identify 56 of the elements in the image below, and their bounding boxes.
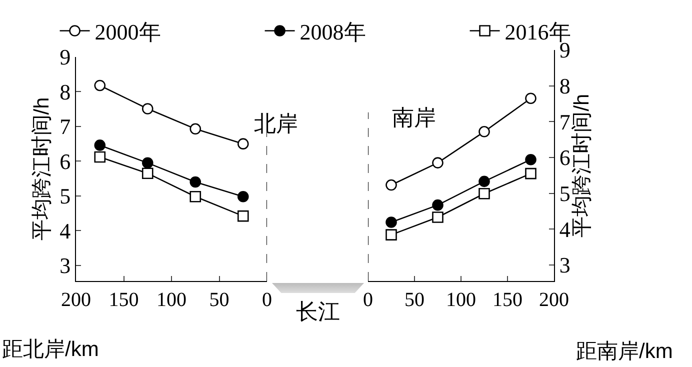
y-tick-label: 8 <box>60 79 71 104</box>
point <box>142 103 154 114</box>
y-tick-label: 8 <box>559 74 570 99</box>
x-axis-title: 距南岸/km <box>576 340 673 363</box>
annotation: 北岸 <box>254 111 298 136</box>
point <box>432 157 444 168</box>
y-axis-title: 平均跨江时间/h <box>570 94 594 238</box>
text: 长江 <box>296 299 340 324</box>
point <box>432 212 444 223</box>
legend-label: 2008年 <box>300 19 366 44</box>
point <box>478 176 490 188</box>
x-tick-label: 150 <box>108 289 139 311</box>
annotation: 南岸 <box>392 105 436 130</box>
y-axis-title: 平均跨江时间/h <box>30 97 54 241</box>
legend-label: 2000年 <box>94 19 161 44</box>
point <box>237 138 249 150</box>
y-tick-label: 6 <box>60 148 71 174</box>
x-tick-label: 100 <box>446 289 476 311</box>
y-tick-label: 7 <box>559 109 570 134</box>
point <box>142 157 154 169</box>
y-tick-label: 7 <box>60 114 71 140</box>
point <box>190 176 202 188</box>
point <box>237 210 249 222</box>
y-tick-label: 5 <box>559 180 570 206</box>
x-tick-label: 200 <box>61 289 91 311</box>
x-tick-label: 100 <box>156 289 186 311</box>
point <box>386 229 397 240</box>
point <box>525 154 536 166</box>
point <box>478 188 490 200</box>
y-tick-label: 3 <box>559 252 570 278</box>
point <box>190 123 202 135</box>
point <box>94 151 106 163</box>
y-tick-label: 4 <box>559 216 570 242</box>
point <box>237 190 249 202</box>
point <box>190 190 202 202</box>
y-tick-label: 5 <box>60 184 71 209</box>
x-tick-label: 200 <box>539 289 569 311</box>
point <box>94 140 106 151</box>
point <box>525 92 536 104</box>
y-tick-label: 4 <box>60 218 71 244</box>
x-tick-label: 50 <box>209 289 230 311</box>
point <box>478 126 490 138</box>
x-tick-label: 0 <box>363 289 373 311</box>
point <box>525 168 536 180</box>
point <box>386 179 397 191</box>
x-tick-label: 50 <box>404 289 424 311</box>
point <box>94 80 106 92</box>
y-tick-label: 9 <box>60 44 71 70</box>
point <box>386 216 397 228</box>
x-axis-title: 距北岸/km <box>2 338 99 361</box>
point <box>432 199 444 211</box>
x-tick-label: 0 <box>262 289 272 311</box>
point <box>142 168 154 179</box>
x-tick-label: 150 <box>492 289 522 311</box>
y-tick-label: 6 <box>559 145 570 170</box>
y-tick-label: 3 <box>60 253 71 278</box>
